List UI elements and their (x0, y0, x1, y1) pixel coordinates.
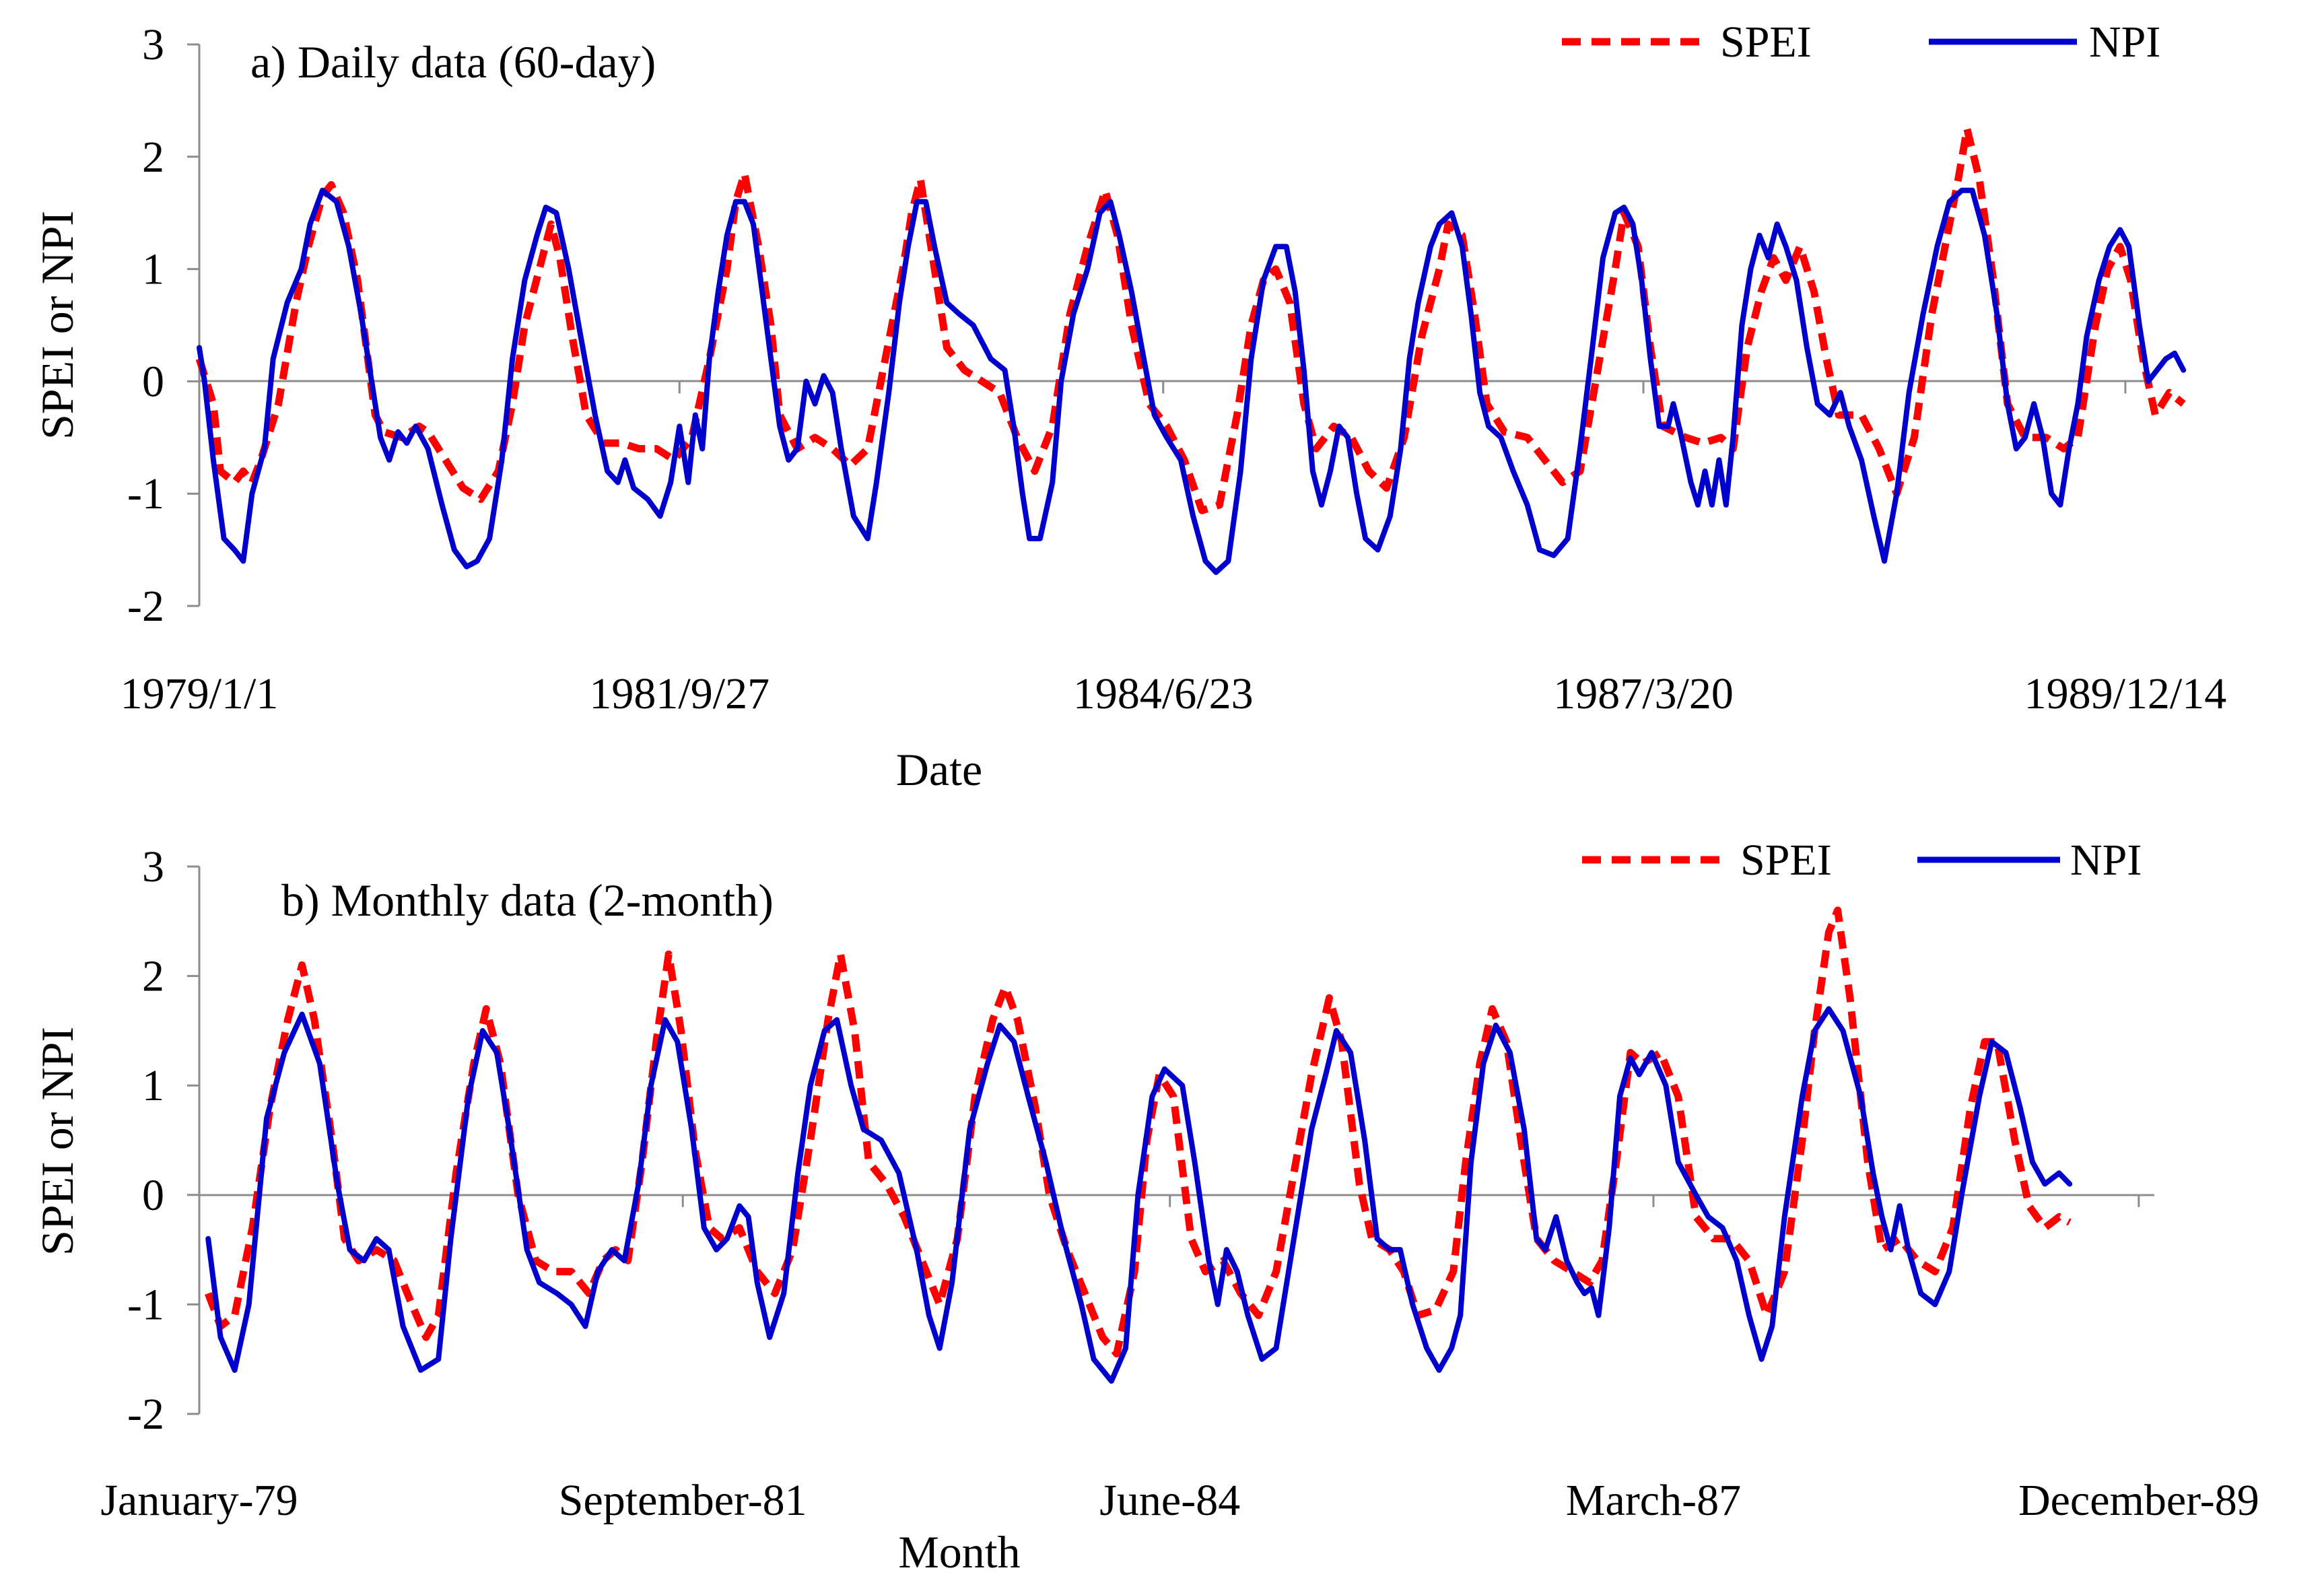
panel-b-title: b) Monthly data (2-month) (281, 875, 774, 926)
y-tick-label: -1 (127, 1280, 164, 1329)
panel-a-y-axis-title: SPEI or NPI (32, 211, 83, 440)
panel-b-x-axis-title: Month (898, 1526, 1020, 1578)
y-tick-label: -1 (127, 469, 164, 518)
x-tick-label: 1989/12/14 (2024, 669, 2227, 718)
panel-a-daily: -2 -1 0 1 2 3 1979/1/1 1981/9/27 1984/6/23 1987/… (32, 18, 2226, 795)
panel-b-x-ticks: January-79 September-81 June-84 March-87 Dec… (100, 1194, 2259, 1525)
x-tick-label: September-81 (559, 1476, 807, 1525)
series-line-spei (205, 906, 2072, 1358)
x-tick-label: March-87 (1566, 1476, 1741, 1525)
y-tick-label: 0 (142, 1171, 164, 1220)
panel-a-series (195, 125, 2187, 575)
x-tick-label: January-79 (100, 1476, 298, 1525)
y-tick-label: -2 (127, 1390, 164, 1439)
y-tick-label: 3 (142, 20, 164, 69)
x-tick-label: December-89 (2018, 1476, 2259, 1525)
panel-a-title: a) Daily data (60-day) (250, 36, 656, 88)
x-tick-label: 1979/1/1 (121, 669, 279, 718)
panel-a-y-ticks: -2 -1 0 1 2 3 (127, 20, 199, 631)
panel-b-series (205, 906, 2073, 1384)
legend-a-npi-label: NPI (2089, 18, 2160, 67)
panel-b-monthly: -2 -1 0 1 2 3 January-79 September-81 June-84 Ma… (32, 836, 2259, 1578)
series-line-spei (195, 125, 2186, 514)
legend-a-spei-label: SPEI (1720, 18, 1812, 67)
panel-a-x-ticks: 1979/1/1 1981/9/27 1984/6/23 1987/3/20 1989/… (121, 381, 2227, 718)
panel-b-y-axis-title: SPEI or NPI (32, 1027, 83, 1256)
x-tick-label: 1987/3/20 (1553, 669, 1734, 718)
series-line-npi (205, 1006, 2073, 1384)
legend-b-npi-label: NPI (2070, 836, 2142, 885)
legend-b-spei-label: SPEI (1740, 836, 1832, 885)
x-tick-label: 1981/9/27 (589, 669, 770, 718)
panel-b-legend: SPEI NPI (1582, 836, 2142, 885)
panel-a-legend: SPEI NPI (1562, 18, 2160, 67)
y-tick-label: -2 (127, 582, 164, 631)
panel-a-x-axis-title: Date (896, 744, 982, 795)
x-tick-label: June-84 (1099, 1476, 1240, 1525)
y-tick-label: 2 (142, 133, 164, 182)
y-tick-label: 1 (142, 1061, 164, 1110)
panel-b-y-ticks: -2 -1 0 1 2 3 (127, 842, 199, 1439)
y-tick-label: 2 (142, 952, 164, 1001)
x-tick-label: 1984/6/23 (1073, 669, 1254, 718)
y-tick-label: 3 (142, 842, 164, 891)
y-tick-label: 1 (142, 245, 164, 294)
series-line-npi (197, 187, 2187, 575)
y-tick-label: 0 (142, 357, 164, 406)
